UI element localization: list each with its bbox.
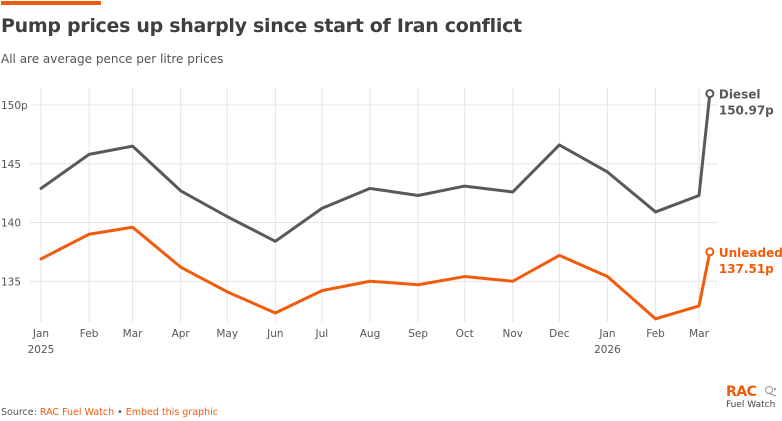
y-tick-label: 135	[1, 276, 21, 288]
diesel-value-label: 150.97p	[719, 104, 774, 118]
car-fuel-icon	[765, 386, 777, 397]
x-tick-label: Jan	[32, 328, 49, 340]
x-tick-label: Apr	[172, 328, 191, 340]
x-axis-labels: Jan 2025 Feb Mar Apr May Jun Jul Aug Sep Oct Nov Dec…	[28, 328, 710, 356]
embed-link[interactable]: Embed this graphic	[125, 407, 218, 418]
x-tick-label: Sep	[408, 328, 428, 340]
diesel-label: Diesel	[719, 88, 761, 102]
y-gridlines	[30, 104, 718, 282]
x-tick-year-label: 2025	[28, 344, 55, 356]
x-tick-label: Mar	[123, 328, 143, 340]
line-chart: 135 140 145 150p Jan 2025 Feb Mar Apr May Jun Jul A…	[1, 88, 782, 356]
source-footer: Source: RAC Fuel Watch • Embed this grap…	[1, 407, 218, 418]
accent-bar	[1, 1, 101, 5]
x-tick-label: Feb	[646, 328, 665, 340]
x-tick-label: Dec	[549, 328, 570, 340]
unleaded-line	[39, 225, 712, 321]
diesel-line	[39, 92, 712, 243]
diesel-end-marker	[705, 89, 715, 99]
unleaded-value-label: 137.51p	[719, 262, 774, 276]
x-gridlines	[40, 88, 700, 322]
series-end-labels: Diesel 150.97p Unleaded 137.51p	[719, 88, 782, 276]
x-tick-label: Jan	[598, 328, 615, 340]
unleaded-label: Unleaded	[719, 246, 782, 260]
chart-subtitle: All are average pence per litre prices	[1, 52, 224, 66]
x-tick-label: Jun	[266, 328, 283, 340]
source-prefix: Source:	[1, 407, 40, 418]
rac-brand: RAC	[726, 384, 757, 400]
x-tick-label: Aug	[360, 328, 381, 340]
x-tick-label: Oct	[456, 328, 474, 340]
y-tick-label: 145	[1, 159, 21, 171]
x-tick-label: Jul	[315, 328, 329, 340]
x-tick-label: May	[216, 328, 238, 340]
x-tick-label: Feb	[80, 328, 99, 340]
source-link[interactable]: RAC Fuel Watch	[39, 407, 115, 418]
footer-separator: •	[114, 407, 126, 418]
x-tick-year-label: 2026	[594, 344, 621, 356]
x-tick-label: Nov	[503, 328, 524, 340]
chart-title: Pump prices up sharply since start of Ir…	[1, 15, 522, 37]
y-tick-label: 150p	[1, 100, 28, 112]
rac-fuel-watch-logo: RAC Fuel Watch	[726, 385, 782, 410]
y-tick-label: 140	[1, 218, 21, 230]
x-tick-label: Mar	[689, 328, 709, 340]
y-axis-labels: 135 140 145 150p	[1, 100, 28, 288]
fuel-watch-label: Fuel Watch	[726, 400, 776, 410]
series-lines	[39, 89, 715, 321]
unleaded-end-marker	[705, 247, 715, 257]
